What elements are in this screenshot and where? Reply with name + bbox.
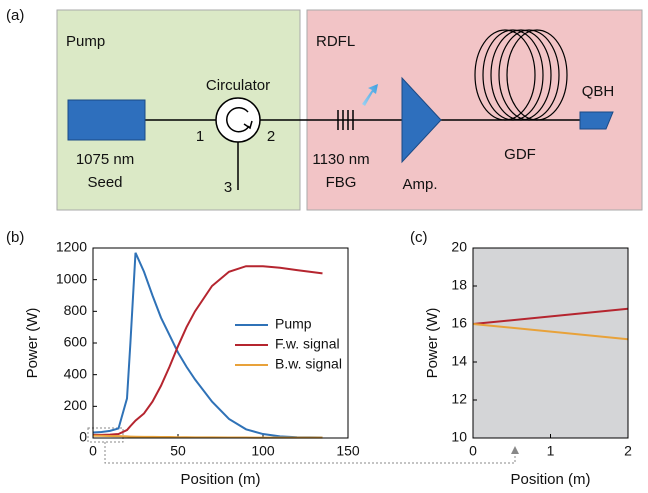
x-tick-label: 150: [336, 443, 360, 459]
circulator-arrowhead: [243, 120, 253, 130]
data-line: [472, 307, 629, 325]
y-tick-label: 0: [79, 429, 87, 445]
amplifier: [401, 76, 442, 164]
y-tick-label: 12: [451, 391, 467, 407]
plot-frame: [472, 247, 629, 439]
panel-label: (c): [410, 229, 428, 246]
y-tick-label: 16: [451, 315, 467, 331]
fiber-coil: [474, 29, 568, 121]
plot-background: [473, 248, 628, 438]
reflection-arrow: [362, 84, 378, 106]
port-label: 2: [267, 128, 275, 145]
section-label: Pump: [66, 33, 105, 50]
fbg: [337, 110, 354, 130]
plot-frame: [92, 247, 349, 439]
seed-laser: [67, 99, 146, 141]
y-tick-label: 18: [451, 277, 467, 293]
qbh: [579, 111, 614, 130]
data-line: [472, 323, 629, 341]
component-label: 1130 nm: [312, 151, 369, 168]
x-tick-label: 100: [251, 443, 275, 459]
y-tick-label: 1000: [56, 270, 87, 286]
zoom-indicator: [87, 427, 519, 464]
y-tick-label: 200: [64, 397, 88, 413]
panel-label: (a): [6, 7, 24, 24]
y-tick-label: 20: [451, 239, 467, 255]
y-axis-label: Power (W): [424, 308, 441, 379]
x-axis-label: Position (m): [180, 471, 260, 488]
x-tick-label: 0: [469, 443, 477, 459]
legend-label: F.w. signal: [275, 336, 340, 352]
component-label: GDF: [504, 146, 536, 163]
y-tick-label: 600: [64, 334, 88, 350]
panel-label: (b): [6, 229, 24, 246]
y-tick-label: 10: [451, 429, 467, 445]
legend-label: Pump: [275, 316, 312, 332]
x-axis-label: Position (m): [510, 471, 590, 488]
component-label: Circulator: [206, 77, 270, 94]
y-tick-label: 1200: [56, 239, 87, 255]
component-label: QBH: [582, 83, 615, 100]
legend-label: B.w. signal: [275, 356, 342, 372]
component-label: Seed: [87, 174, 122, 191]
y-axis-label: Power (W): [24, 308, 41, 379]
y-tick-label: 14: [451, 353, 467, 369]
x-tick-label: 2: [624, 443, 632, 459]
x-tick-label: 1: [547, 443, 555, 459]
rdfl-box: [306, 9, 643, 211]
x-tick-label: 50: [170, 443, 186, 459]
component-label: 1075 nm: [76, 151, 134, 168]
port-label: 1: [196, 128, 204, 145]
component-label: FBG: [326, 174, 357, 191]
circulator-arrow: [226, 106, 250, 133]
section-label: RDFL: [316, 33, 355, 50]
data-line: [92, 252, 323, 439]
data-line: [93, 265, 323, 436]
y-tick-label: 400: [64, 365, 88, 381]
y-tick-label: 800: [64, 302, 88, 318]
port-label: 3: [224, 179, 232, 196]
x-tick-label: 0: [89, 443, 97, 459]
component-label: Amp.: [402, 176, 437, 193]
circulator: [215, 97, 261, 143]
